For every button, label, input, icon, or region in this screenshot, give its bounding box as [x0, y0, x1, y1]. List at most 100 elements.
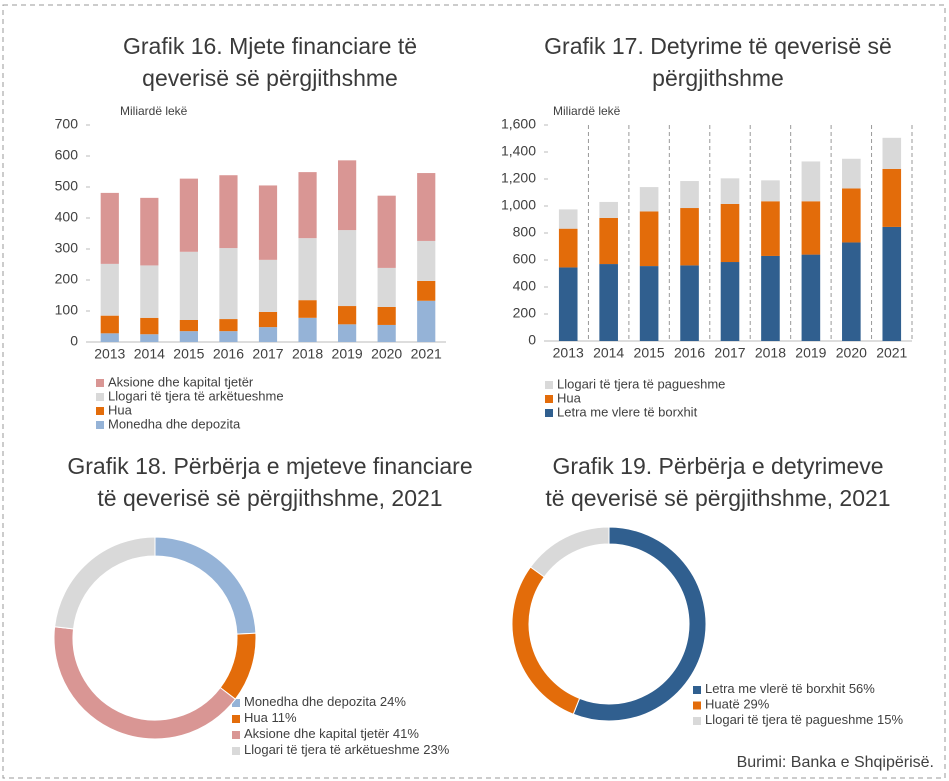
- chart-title: qeverisë së përgjithshme: [142, 65, 398, 91]
- legend-swatch: [232, 747, 240, 755]
- bar-segment: [599, 201, 618, 218]
- bar-segment: [179, 178, 198, 252]
- bar-segment: [801, 201, 821, 255]
- legend-value: 15%: [877, 712, 903, 727]
- bar-segment: [179, 251, 198, 320]
- bar-segment: [258, 185, 278, 260]
- x-tick-label: 2015: [173, 346, 204, 362]
- legend-swatch: [545, 381, 553, 389]
- legend-value: 41%: [393, 726, 419, 741]
- chart-title: të qeverisë së përgjithshme, 2021: [545, 485, 890, 511]
- bar-segment: [882, 226, 902, 341]
- bar-segment: [140, 265, 159, 318]
- legend-category: Hua: [244, 710, 269, 725]
- bar-segment: [179, 331, 198, 342]
- y-tick-label: 1,000: [501, 197, 536, 213]
- x-tick-label: 2021: [876, 345, 907, 361]
- bar-segment: [258, 259, 278, 312]
- donut-slice: [154, 536, 257, 635]
- legend-category: Letra me vlerë të borxhit: [705, 681, 846, 696]
- bar-segment: [298, 172, 317, 239]
- bar-segment: [720, 178, 740, 204]
- bar-segment: [599, 264, 618, 341]
- bar-segment: [680, 181, 699, 209]
- y-tick-label: 0: [528, 332, 536, 348]
- bar-segment: [558, 228, 578, 268]
- legend-swatch: [96, 421, 104, 429]
- bar-segment: [558, 209, 578, 229]
- legend-label: Hua: [557, 390, 582, 405]
- y-tick-label: 200: [55, 271, 79, 287]
- donut-slice: [511, 566, 581, 715]
- bar-segment: [680, 208, 699, 266]
- chart-title: përgjithshme: [652, 65, 784, 91]
- legend-swatch: [96, 393, 104, 401]
- bar-segment: [298, 238, 317, 301]
- bar-segment: [801, 254, 821, 341]
- x-tick-label: 2014: [134, 346, 165, 362]
- bar-segment: [140, 197, 159, 266]
- bar-segment: [842, 188, 861, 243]
- bar-segment: [417, 300, 436, 342]
- bar-segment: [882, 168, 902, 227]
- legend-swatch: [96, 379, 104, 387]
- legend-label: Hua 11%: [244, 710, 297, 725]
- legend-label: Letra me vlere të borxhit: [557, 404, 698, 419]
- source: Burimi: Banka e Shqipërisë.: [737, 754, 934, 771]
- donut-slice: [219, 632, 257, 700]
- donut-slice: [529, 526, 610, 578]
- legend-label: Llogari të tjera të pagueshme: [557, 376, 725, 391]
- x-tick-label: 2016: [213, 346, 244, 362]
- legend-label: Llogari të tjera të arkëtueshme: [108, 388, 284, 403]
- bar-segment: [140, 317, 159, 335]
- legend-swatch: [545, 395, 553, 403]
- chart-title: Grafik 18. Përbërja e mjeteve financiare: [67, 453, 472, 479]
- legend-label: Monedha dhe depozita 24%: [244, 694, 406, 709]
- bar-segment: [377, 195, 396, 268]
- x-tick-label: 2021: [411, 346, 442, 362]
- donut-slice: [54, 536, 156, 630]
- bar-segment: [417, 173, 436, 241]
- x-tick-label: 2017: [252, 346, 283, 362]
- bar-segment: [720, 203, 740, 263]
- chart-title: Grafik 17. Detyrime të qeverisë së: [544, 33, 892, 59]
- legend-label: Llogari të tjera të arkëtueshme 23%: [244, 742, 450, 757]
- x-tick-label: 2017: [714, 345, 745, 361]
- bar-segment: [639, 211, 659, 267]
- y-tick-label: 400: [513, 278, 537, 294]
- legend-label: Aksione dhe kapital tjetër: [108, 374, 254, 389]
- chart-title: Grafik 19. Përbërja e detyrimeve: [552, 453, 883, 479]
- y-tick-label: 800: [513, 224, 537, 240]
- y-tick-label: 1,200: [501, 170, 536, 186]
- bar-segment: [219, 319, 238, 332]
- bar-segment: [100, 192, 119, 264]
- bar-segment: [720, 262, 740, 341]
- bar-segment: [761, 180, 780, 202]
- x-tick-label: 2020: [836, 345, 867, 361]
- y-tick-label: 600: [513, 251, 537, 267]
- y-tick-label: 400: [55, 209, 79, 225]
- y-tick-label: 300: [55, 240, 79, 256]
- x-tick-label: 2014: [593, 345, 624, 361]
- bar-segment: [761, 201, 780, 256]
- bar-segment: [140, 334, 159, 342]
- legend-value: 29%: [743, 697, 769, 712]
- bar-segment: [100, 333, 119, 342]
- bar-segment: [100, 263, 119, 316]
- legend-swatch: [693, 686, 701, 694]
- x-tick-label: 2019: [332, 346, 363, 362]
- y-tick-label: 500: [55, 178, 79, 194]
- y-tick-label: 0: [70, 333, 78, 349]
- bar-segment: [680, 265, 699, 341]
- bar-segment: [639, 266, 659, 341]
- y-tick-label: 100: [55, 302, 79, 318]
- bar-segment: [377, 324, 396, 342]
- chart-title: të qeverisë së përgjithshme, 2021: [97, 485, 442, 511]
- legend-label: Aksione dhe kapital tjetër 41%: [244, 726, 419, 741]
- y-axis-label: Miliardë lekë: [553, 104, 621, 118]
- donut-slice: [53, 626, 237, 740]
- legend-swatch: [232, 715, 240, 723]
- bar-segment: [377, 306, 396, 325]
- legend-swatch: [232, 699, 240, 707]
